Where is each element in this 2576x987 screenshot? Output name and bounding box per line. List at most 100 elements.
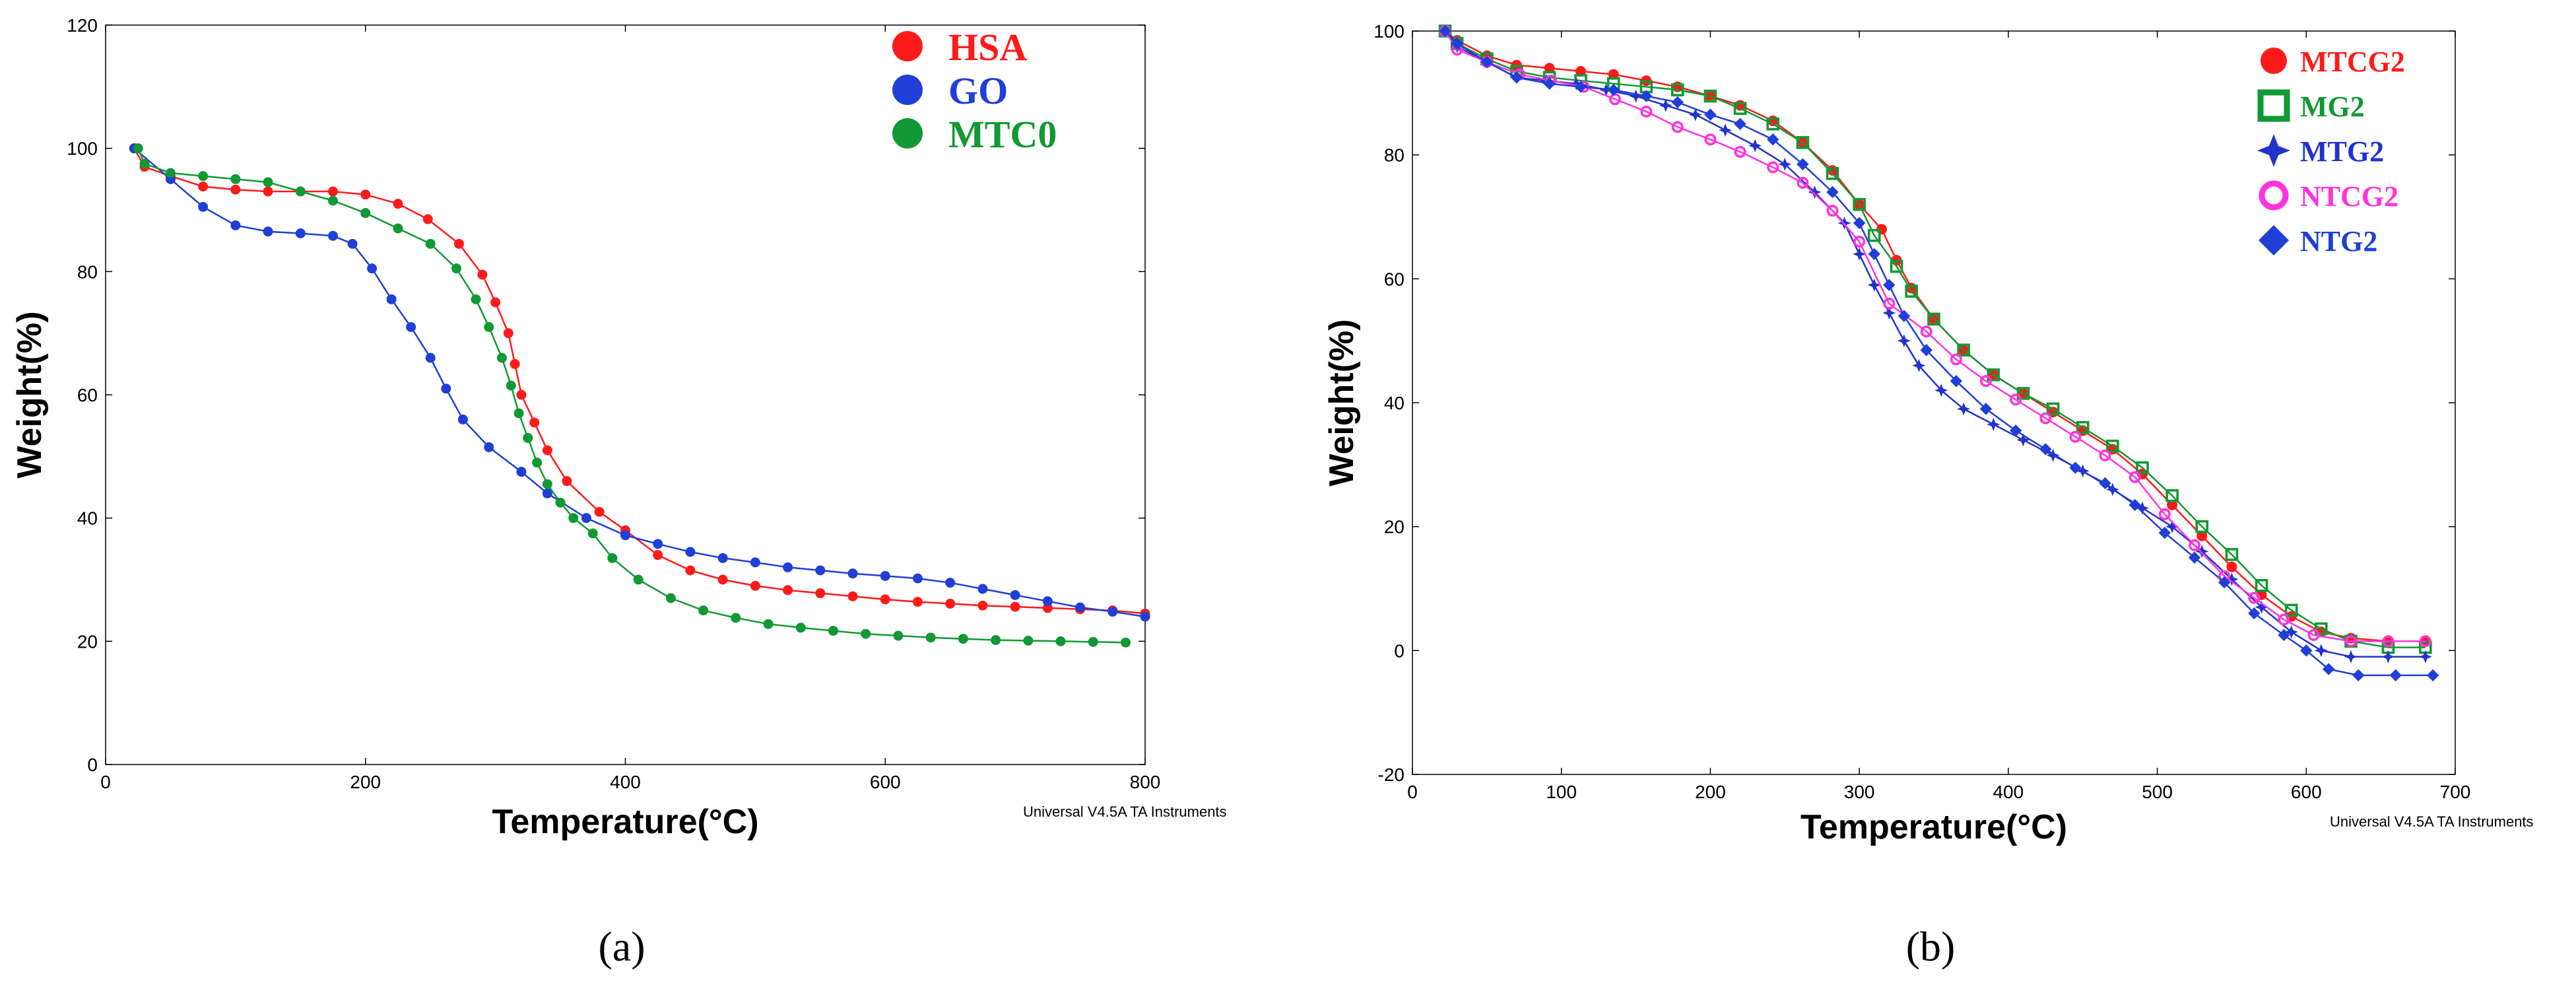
data-point <box>1439 24 1451 38</box>
plot-frame <box>1412 30 2456 775</box>
data-point <box>880 570 890 581</box>
data-point <box>1733 102 1747 116</box>
data-point <box>847 591 858 601</box>
series-line <box>1444 30 2426 642</box>
data-point <box>912 573 923 584</box>
data-point <box>1853 217 1866 230</box>
data-point <box>1934 384 1948 397</box>
data-point <box>1704 133 1717 146</box>
y-tick-label: 60 <box>77 385 98 405</box>
y-tick-label: -20 <box>1378 765 1404 785</box>
series-line <box>133 147 1146 618</box>
x-tick-label: 0 <box>100 772 111 792</box>
data-point <box>441 384 451 394</box>
data-point <box>1607 83 1620 96</box>
data-point <box>1766 117 1780 131</box>
data-point <box>1010 601 1020 612</box>
data-point <box>717 574 728 585</box>
data-point <box>230 184 241 195</box>
data-point <box>2418 650 2432 664</box>
data-point <box>2218 576 2231 589</box>
data-point <box>1767 133 1779 146</box>
data-point <box>1920 344 1932 357</box>
data-point <box>263 177 273 187</box>
data-point <box>2046 402 2060 416</box>
data-point <box>925 632 936 643</box>
data-point <box>2195 545 2209 559</box>
data-point <box>1629 89 1643 103</box>
data-point <box>360 189 371 200</box>
data-point <box>198 171 209 182</box>
data-point <box>685 565 696 576</box>
y-tick-label: 0 <box>87 755 98 775</box>
data-point <box>529 417 540 428</box>
data-point <box>2039 443 2052 456</box>
data-point <box>847 568 858 579</box>
data-point <box>1837 216 1851 230</box>
data-point <box>513 408 524 419</box>
data-point <box>2188 551 2201 564</box>
data-point <box>490 297 501 308</box>
series-line <box>1444 30 2426 642</box>
data-point <box>1778 157 1792 171</box>
data-point <box>1979 403 1993 415</box>
data-point <box>958 634 968 644</box>
data-point <box>2165 489 2179 502</box>
legend-marker-HSA <box>892 31 923 61</box>
data-point <box>1055 636 1066 646</box>
data-point <box>685 547 696 557</box>
data-point <box>1883 297 1896 310</box>
data-point <box>295 228 306 238</box>
legend-marker-MG2 <box>2257 89 2290 122</box>
legend-label-GO: GO <box>948 69 1008 112</box>
data-point <box>1042 596 1053 607</box>
data-point <box>2016 433 2030 447</box>
data-point <box>1882 306 1896 320</box>
data-point <box>717 553 728 563</box>
data-point <box>1867 228 1881 242</box>
data-point <box>1797 158 1809 170</box>
data-point <box>1704 108 1717 121</box>
data-point <box>912 597 923 607</box>
legend-marker-MTC0 <box>892 118 923 149</box>
data-point <box>1075 602 1086 613</box>
data-point <box>783 562 793 572</box>
data-point <box>2069 461 2082 474</box>
y-tick-label: 0 <box>1394 640 1404 661</box>
data-point <box>750 557 760 568</box>
data-point <box>1688 108 1702 121</box>
data-point <box>422 214 433 224</box>
data-point <box>1987 368 2000 382</box>
data-point <box>945 598 956 609</box>
data-point <box>1088 636 1098 647</box>
x-tick-label: 400 <box>1993 782 2024 802</box>
data-point <box>1734 118 1746 130</box>
data-point <box>1797 176 1809 189</box>
x-tick-label: 700 <box>2440 782 2471 802</box>
data-point <box>815 565 826 576</box>
x-tick-label: 100 <box>1546 782 1577 802</box>
data-point <box>2314 644 2328 658</box>
y-tick-label: 40 <box>1384 393 1404 413</box>
x-tick-label: 0 <box>1407 782 1418 802</box>
series-HSA <box>129 143 1150 619</box>
data-point <box>1853 236 1866 248</box>
data-point <box>2345 635 2358 648</box>
data-point <box>1867 278 1881 292</box>
data-point <box>562 476 572 487</box>
data-point <box>454 238 464 249</box>
data-point <box>484 442 494 452</box>
y-tick-label: 20 <box>1384 517 1404 537</box>
data-point <box>977 584 988 594</box>
data-point <box>230 174 241 184</box>
data-point <box>295 186 306 197</box>
data-point <box>2307 629 2320 641</box>
y-axis-title: Weight(%) <box>11 311 49 478</box>
data-point <box>861 629 871 639</box>
data-point <box>1897 334 1911 348</box>
series-line <box>137 148 1126 644</box>
legend-marker-MTCG2 <box>2261 48 2287 74</box>
data-point <box>2189 539 2201 551</box>
data-point <box>2344 650 2358 664</box>
y-tick-label: 60 <box>1384 269 1404 289</box>
